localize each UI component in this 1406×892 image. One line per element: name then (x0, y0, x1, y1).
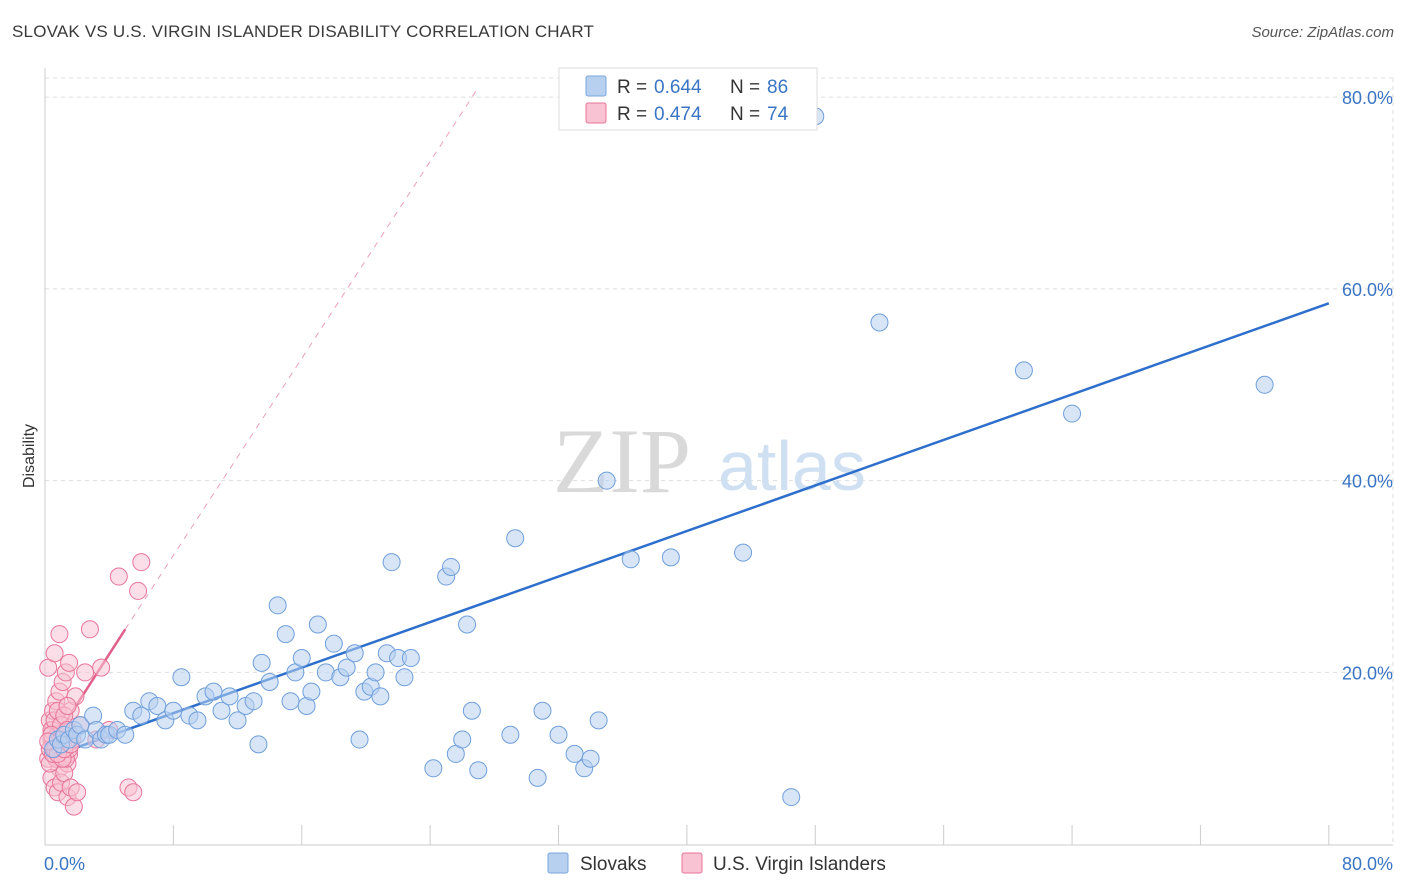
point-virgin-islanders (80, 620, 99, 639)
point-slovaks (116, 725, 135, 744)
y-tick-label-40: 40.0% (1342, 472, 1393, 492)
point-slovaks (204, 682, 223, 701)
point-slovaks (597, 471, 616, 490)
legend-swatch-virgin-islanders (585, 102, 607, 124)
point-slovaks (366, 663, 385, 682)
point-slovaks (1063, 404, 1082, 423)
point-slovaks (276, 625, 295, 644)
point-slovaks (424, 759, 443, 778)
point-slovaks (249, 735, 268, 754)
legend-r-label-slovaks: R = (617, 77, 647, 98)
point-slovaks (506, 529, 525, 548)
point-slovaks (533, 701, 552, 720)
point-slovaks (302, 682, 321, 701)
point-slovaks (337, 658, 356, 677)
y-tick-label-60: 60.0% (1342, 280, 1393, 300)
legend-bottom-swatch-slovaks (547, 852, 569, 874)
legend-bottom-label-virgin-islanders: U.S. Virgin Islanders (713, 854, 886, 875)
legend-stats: R = 0.644 N = 86 R = 0.474 N = 74 (558, 67, 818, 131)
legend-r-value-virgin-islanders: 0.474 (654, 104, 702, 125)
point-virgin-islanders (92, 658, 111, 677)
point-slovaks (371, 687, 390, 706)
point-virgin-islanders (58, 696, 77, 715)
point-slovaks (453, 730, 472, 749)
point-slovaks (212, 701, 231, 720)
point-slovaks (172, 668, 191, 687)
point-slovaks (220, 687, 239, 706)
point-slovaks (164, 701, 183, 720)
point-slovaks (244, 692, 263, 711)
watermark: ZIP atlas (553, 410, 866, 512)
point-slovaks (870, 313, 889, 332)
point-slovaks (1014, 361, 1033, 380)
point-slovaks (565, 744, 584, 763)
point-slovaks (734, 543, 753, 562)
point-slovaks (228, 711, 247, 730)
watermark-atlas: atlas (718, 427, 866, 505)
legend-n-value-virgin-islanders: 74 (767, 104, 789, 125)
point-slovaks (528, 768, 547, 787)
point-slovaks (281, 692, 300, 711)
point-slovaks (501, 725, 520, 744)
point-virgin-islanders (60, 653, 79, 672)
point-slovaks (395, 668, 414, 687)
point-slovaks (308, 615, 327, 634)
y-tick-label-20: 20.0% (1342, 663, 1393, 683)
trend-line-virgin-islanders-extended (124, 87, 479, 630)
point-slovaks (549, 725, 568, 744)
point-virgin-islanders (109, 567, 128, 586)
series-virgin-islanders (39, 553, 151, 816)
point-slovaks (350, 730, 369, 749)
point-slovaks (462, 701, 481, 720)
point-slovaks (382, 553, 401, 572)
legend-bottom-swatch-virgin-islanders (681, 852, 703, 874)
legend-series: Slovaks U.S. Virgin Islanders (547, 852, 886, 875)
legend-n-label-slovaks: N = (730, 77, 760, 98)
y-axis-label: Disability (21, 424, 38, 488)
point-slovaks (621, 550, 640, 569)
legend-swatch-slovaks (585, 75, 607, 97)
point-slovaks (401, 649, 420, 668)
trend-line-slovaks (44, 302, 1330, 760)
point-virgin-islanders (76, 663, 95, 682)
point-virgin-islanders (129, 581, 148, 600)
legend-bottom-label-slovaks: Slovaks (580, 854, 647, 875)
point-slovaks (132, 706, 151, 725)
source-label: Source: ZipAtlas.com (1251, 24, 1394, 41)
point-slovaks (292, 649, 311, 668)
point-virgin-islanders (50, 625, 69, 644)
legend-r-value-slovaks: 0.644 (654, 77, 702, 98)
x-tick-label-min: 0.0% (44, 854, 85, 874)
point-slovaks (581, 749, 600, 768)
tick-labels: 20.0% 40.0% 60.0% 80.0% 0.0% 80.0% (44, 88, 1393, 874)
y-tick-label-80: 80.0% (1342, 88, 1393, 108)
point-slovaks (324, 634, 343, 653)
legend-r-label-virgin-islanders: R = (617, 104, 647, 125)
x-tick-label-max: 80.0% (1342, 854, 1393, 874)
point-slovaks (458, 615, 477, 634)
point-slovaks (1255, 375, 1274, 394)
point-slovaks (469, 761, 488, 780)
watermark-zip: ZIP (553, 410, 691, 512)
point-slovaks (268, 596, 287, 615)
point-slovaks (252, 653, 271, 672)
point-virgin-islanders (68, 783, 87, 802)
point-slovaks (188, 711, 207, 730)
point-virgin-islanders (132, 553, 151, 572)
point-slovaks (345, 644, 364, 663)
chart-title: SLOVAK VS U.S. VIRGIN ISLANDER DISABILIT… (12, 22, 595, 41)
legend-n-label-virgin-islanders: N = (730, 104, 760, 125)
point-slovaks (661, 548, 680, 567)
point-virgin-islanders (124, 783, 143, 802)
point-slovaks (782, 788, 801, 807)
point-virgin-islanders (45, 644, 64, 663)
point-slovaks (260, 673, 279, 692)
legend-n-value-slovaks: 86 (767, 77, 788, 98)
point-slovaks (442, 557, 461, 576)
point-slovaks (589, 711, 608, 730)
